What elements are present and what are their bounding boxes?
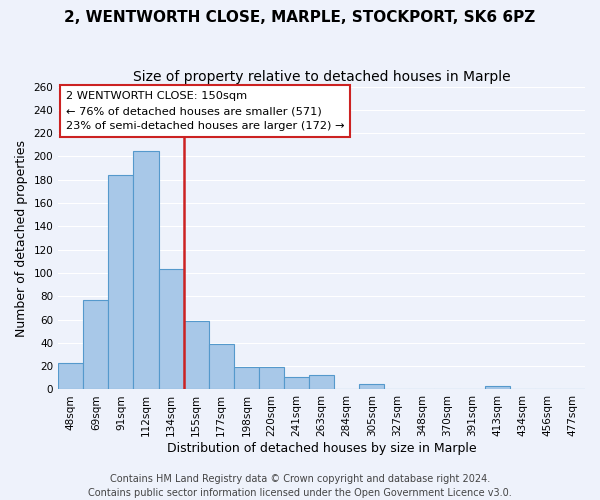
Text: 2, WENTWORTH CLOSE, MARPLE, STOCKPORT, SK6 6PZ: 2, WENTWORTH CLOSE, MARPLE, STOCKPORT, S… bbox=[64, 10, 536, 25]
Text: Contains HM Land Registry data © Crown copyright and database right 2024.
Contai: Contains HM Land Registry data © Crown c… bbox=[88, 474, 512, 498]
Bar bbox=[58, 362, 83, 390]
Y-axis label: Number of detached properties: Number of detached properties bbox=[15, 140, 28, 336]
Bar bbox=[234, 368, 259, 390]
Bar bbox=[158, 270, 184, 390]
Bar bbox=[485, 386, 510, 390]
Bar bbox=[209, 344, 234, 390]
Bar bbox=[109, 175, 133, 390]
Bar bbox=[284, 376, 309, 390]
X-axis label: Distribution of detached houses by size in Marple: Distribution of detached houses by size … bbox=[167, 442, 476, 455]
Bar bbox=[359, 384, 385, 390]
Bar bbox=[309, 376, 334, 390]
Bar bbox=[83, 300, 109, 390]
Text: 2 WENTWORTH CLOSE: 150sqm
← 76% of detached houses are smaller (571)
23% of semi: 2 WENTWORTH CLOSE: 150sqm ← 76% of detac… bbox=[66, 91, 344, 132]
Bar bbox=[184, 320, 209, 390]
Bar bbox=[133, 150, 158, 390]
Title: Size of property relative to detached houses in Marple: Size of property relative to detached ho… bbox=[133, 70, 511, 84]
Bar bbox=[259, 368, 284, 390]
